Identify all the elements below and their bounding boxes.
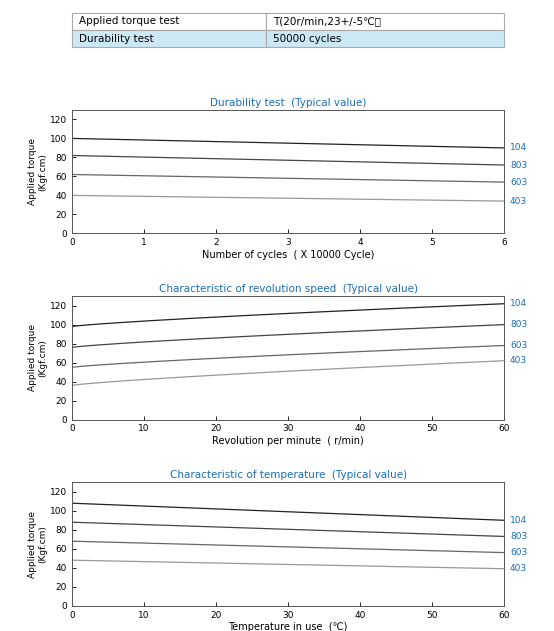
Text: 803: 803 xyxy=(510,532,527,541)
Text: 803: 803 xyxy=(510,320,527,329)
Bar xyxy=(266,13,504,30)
X-axis label: Number of cycles  ( X 10000 Cycle): Number of cycles ( X 10000 Cycle) xyxy=(202,250,375,260)
Text: 50000 cycles: 50000 cycles xyxy=(273,33,341,44)
X-axis label: Temperature in use  (℃): Temperature in use (℃) xyxy=(228,622,348,631)
Bar xyxy=(266,30,504,47)
Title: Durability test  (Typical value): Durability test (Typical value) xyxy=(210,98,366,108)
Text: Durability test: Durability test xyxy=(79,33,153,44)
Text: Applied torque test: Applied torque test xyxy=(79,16,179,27)
Y-axis label: Applied torque
(Kgf.cm): Applied torque (Kgf.cm) xyxy=(28,510,47,577)
Text: T(20r/min,23+/-5℃）: T(20r/min,23+/-5℃） xyxy=(273,16,381,27)
Text: 403: 403 xyxy=(510,197,527,206)
Text: 104: 104 xyxy=(510,143,527,153)
Y-axis label: Applied torque
(Kgf.cm): Applied torque (Kgf.cm) xyxy=(28,324,47,391)
Text: 403: 403 xyxy=(510,356,527,365)
Text: 603: 603 xyxy=(510,548,527,557)
Text: 104: 104 xyxy=(510,516,527,525)
Title: Characteristic of revolution speed  (Typical value): Characteristic of revolution speed (Typi… xyxy=(158,284,418,294)
Text: 104: 104 xyxy=(510,299,527,308)
Title: Characteristic of temperature  (Typical value): Characteristic of temperature (Typical v… xyxy=(170,470,407,480)
Text: 603: 603 xyxy=(510,177,527,187)
Text: 603: 603 xyxy=(510,341,527,350)
Text: 803: 803 xyxy=(510,160,527,170)
Y-axis label: Applied torque
(Kgf.cm): Applied torque (Kgf.cm) xyxy=(28,138,47,205)
Bar xyxy=(72,13,266,30)
Bar xyxy=(72,30,266,47)
X-axis label: Revolution per minute  ( r/min): Revolution per minute ( r/min) xyxy=(212,436,364,446)
Text: 403: 403 xyxy=(510,564,527,573)
